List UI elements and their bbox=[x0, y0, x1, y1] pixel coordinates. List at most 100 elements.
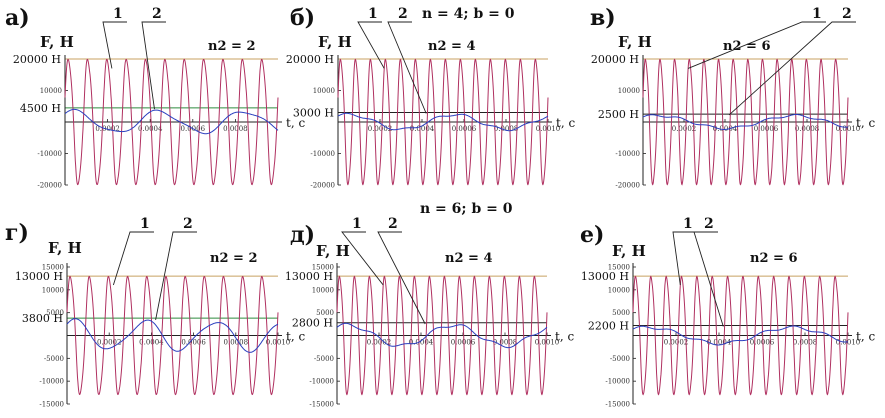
y-tick-label: 15000 bbox=[312, 264, 334, 272]
x-tick-label: 0.0006 bbox=[750, 339, 775, 347]
mean-label: 3800 Н bbox=[22, 312, 63, 325]
x-tick-label: 0.0008 bbox=[223, 125, 248, 133]
y-tick-label: -5000 bbox=[314, 355, 334, 363]
callout-label-2: 2 bbox=[398, 6, 408, 22]
series-1-line bbox=[336, 275, 548, 396]
callout-label-1: 1 bbox=[352, 216, 362, 232]
chart-panel-5: д)F, Н n2 = 4 13000 Н 2800 Н 15000 10000 5000 -… bbox=[285, 216, 575, 409]
y-tick-label: -10000 bbox=[615, 150, 640, 158]
chart-panel-4: г) F, Н n2 = 2 13000 Н 3800 Н 15000 10000 5000 -… bbox=[5, 216, 305, 409]
y-tick-label: -20000 bbox=[615, 182, 640, 190]
y-tick-label: 15000 bbox=[42, 264, 64, 272]
panel-letter: е) bbox=[580, 222, 604, 248]
mean-label: 2800 Н bbox=[292, 317, 333, 330]
callout-leader-1 bbox=[672, 231, 697, 286]
x-tick-label: 0.0004 bbox=[138, 125, 163, 133]
callout-leader-1 bbox=[341, 231, 384, 286]
amplitude-label: 20000 Н bbox=[591, 53, 639, 66]
y-tick-label: -15000 bbox=[39, 401, 64, 409]
y-tick-label: -5000 bbox=[44, 355, 64, 363]
x-tick-label: 0.0002 bbox=[672, 125, 697, 133]
header-top: n = 4; b = 0 bbox=[422, 6, 515, 22]
callout-leader-1 bbox=[687, 21, 826, 69]
series-2-line bbox=[642, 114, 849, 130]
mean-label: 3000 Н bbox=[293, 107, 334, 120]
callout-label-1: 1 bbox=[113, 6, 123, 22]
panel-letter: г) bbox=[5, 220, 29, 246]
series-1-line bbox=[642, 58, 849, 186]
y-tick-label: -5000 bbox=[610, 355, 630, 363]
x-tick-label: 0.0004 bbox=[409, 339, 434, 347]
chart-panels: а) F, Н n2 = 2 20000 Н 4500 Н 10000 -10000 -200… bbox=[5, 5, 875, 409]
y-axis-title: F, Н bbox=[618, 33, 652, 51]
y-tick-label: 10000 bbox=[618, 87, 640, 95]
callout-leader-2 bbox=[155, 231, 197, 320]
chart-panel-6: е) F, Н n2 = 6 13000 Н 2200 Н 15000 10000 5000 -… bbox=[580, 216, 875, 409]
n2-label: n2 = 2 bbox=[210, 251, 258, 266]
x-axis-label: t, c bbox=[856, 116, 875, 130]
y-tick-label: 10000 bbox=[40, 87, 62, 95]
callout-leader-2 bbox=[693, 231, 724, 327]
x-tick-label: 0.0010 bbox=[836, 125, 861, 133]
x-tick-label: 0.0002 bbox=[97, 339, 122, 347]
chart-panel-3: в)F, Н n2 = 6 20000 Н 2500 Н 10000 -10000 -200… bbox=[590, 5, 875, 190]
callout-leader-1 bbox=[102, 21, 127, 69]
y-tick-label: -10000 bbox=[309, 378, 334, 386]
x-axis-label: t, c bbox=[286, 330, 305, 344]
y-tick-label: 5000 bbox=[612, 309, 630, 317]
n2-label: n2 = 6 bbox=[750, 251, 798, 266]
series-1-line bbox=[64, 58, 279, 186]
x-tick-label: 0.0002 bbox=[368, 125, 393, 133]
callout-label-1: 1 bbox=[368, 6, 378, 22]
x-tick-label: 0.0008 bbox=[793, 339, 818, 347]
x-tick-label: 0.0002 bbox=[367, 339, 392, 347]
x-tick-label: 0.0010 bbox=[536, 125, 561, 133]
y-tick-label: 15000 bbox=[608, 264, 630, 272]
callout-label-1: 1 bbox=[683, 216, 693, 232]
x-axis-label: t, c bbox=[856, 330, 875, 344]
n2-label: n2 = 2 bbox=[208, 39, 256, 54]
callout-leader-2 bbox=[141, 21, 166, 110]
amplitude-label: 13000 Н bbox=[581, 270, 629, 283]
callout-leader-2 bbox=[728, 21, 856, 116]
y-tick-label: -10000 bbox=[39, 378, 64, 386]
series-1-line bbox=[632, 275, 849, 396]
amplitude-label: 13000 Н bbox=[285, 270, 333, 283]
callout-label-2: 2 bbox=[152, 6, 162, 22]
mean-label: 2500 Н bbox=[598, 108, 639, 121]
x-tick-label: 0.0008 bbox=[494, 125, 519, 133]
x-tick-label: 0.0008 bbox=[224, 339, 249, 347]
series-2-line bbox=[337, 112, 549, 132]
callout-label-1: 1 bbox=[140, 216, 150, 232]
n2-label: n2 = 4 bbox=[428, 39, 476, 54]
amplitude-label: 20000 Н bbox=[13, 53, 61, 66]
x-tick-label: 0.0004 bbox=[139, 339, 164, 347]
y-tick-label: -15000 bbox=[605, 401, 630, 409]
x-tick-label: 0.0006 bbox=[181, 339, 206, 347]
x-tick-label: 0.0004 bbox=[707, 339, 732, 347]
series-2-line bbox=[64, 108, 279, 135]
x-axis-label: t, c bbox=[556, 116, 575, 130]
y-tick-label: 10000 bbox=[42, 286, 64, 294]
y-tick-label: -20000 bbox=[310, 182, 335, 190]
callout-leader-1 bbox=[112, 231, 154, 286]
mean-label: 2200 Н bbox=[588, 319, 629, 332]
y-tick-label: -10000 bbox=[37, 150, 62, 158]
x-tick-label: 0.0010 bbox=[266, 339, 291, 347]
callout-leader-2 bbox=[387, 21, 427, 114]
y-tick-label: 10000 bbox=[313, 87, 335, 95]
n2-label: n2 = 4 bbox=[445, 251, 493, 266]
x-tick-label: 0.0010 bbox=[535, 339, 560, 347]
x-tick-label: 0.0004 bbox=[410, 125, 435, 133]
y-tick-label: -10000 bbox=[310, 150, 335, 158]
callout-label-2: 2 bbox=[842, 6, 852, 22]
header-bottom: n = 6; b = 0 bbox=[420, 201, 513, 217]
y-axis-title: F, Н bbox=[318, 33, 352, 51]
series-2-line bbox=[66, 318, 279, 353]
y-tick-label: 5000 bbox=[46, 309, 64, 317]
x-tick-label: 0.0006 bbox=[452, 125, 477, 133]
y-tick-label: 5000 bbox=[316, 309, 334, 317]
y-axis-title: F, Н bbox=[40, 33, 74, 51]
mean-label: 4500 Н bbox=[20, 102, 61, 115]
